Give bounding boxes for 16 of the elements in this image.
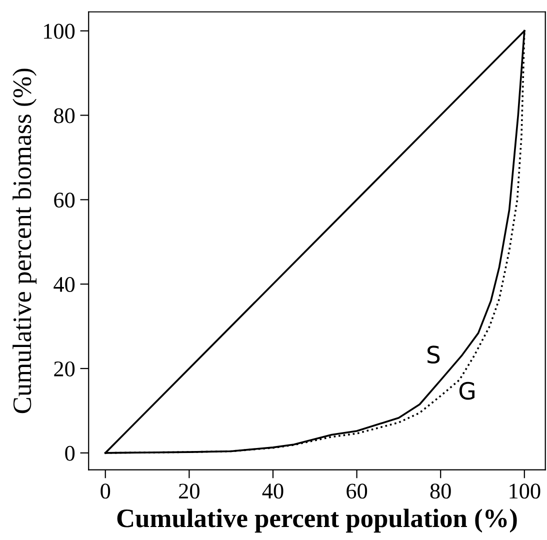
y-tick-label: 40 [54, 277, 75, 292]
annotation: G [459, 382, 474, 400]
x-tick-label: 60 [346, 484, 368, 499]
y-tick-label: 60 [54, 192, 75, 208]
y-tick-label: 0 [65, 446, 75, 461]
annotation: S [428, 346, 440, 364]
x-tick-label: 20 [179, 484, 200, 499]
x-tick-label: 80 [430, 484, 451, 499]
y-tick-label: 20 [54, 361, 75, 376]
x-axis-title: Cumulative percent population (%) [117, 508, 517, 533]
y-tick-label: 80 [54, 108, 75, 124]
x-tick-label: 0 [100, 484, 110, 499]
y-axis-title: Cumulative percent biomass (%) [12, 68, 37, 414]
x-tick-label: 40 [262, 484, 284, 499]
x-tick-label: 100 [510, 484, 540, 499]
y-tick-label: 100 [44, 24, 75, 39]
